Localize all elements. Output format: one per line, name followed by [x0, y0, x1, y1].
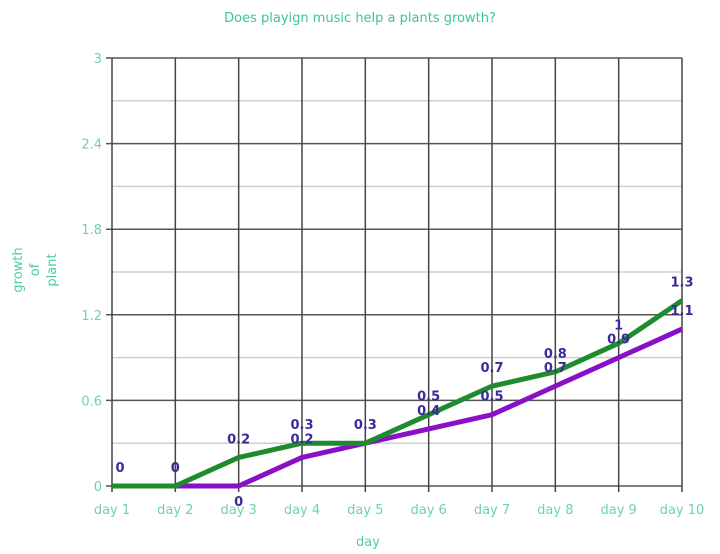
x-tick-label: day 1	[94, 503, 130, 518]
y-label-word: plant	[45, 253, 60, 286]
y-tick-label: 0.6	[81, 394, 102, 409]
x-tick-label: day 7	[474, 503, 510, 518]
y-tick-label: 1.2	[81, 309, 102, 324]
green-data-label: 0.2	[227, 432, 250, 447]
y-label-word: of	[28, 263, 43, 276]
grid	[106, 57, 683, 492]
chart-title: Does playign music help a plants growth?	[224, 11, 496, 26]
green-data-label: 1	[614, 318, 623, 333]
green-data-label: 0.3	[290, 418, 313, 433]
purple-data-label: 0.7	[544, 361, 567, 376]
green-data-label: 0.8	[544, 347, 567, 362]
x-tick-label: day 6	[411, 503, 447, 518]
x-axis-label: day	[356, 535, 380, 550]
x-axis-ticks: day 1 day 2 day 3 day 4 day 5 day 6 day 7 day 8…	[94, 503, 704, 518]
series-purple-line	[112, 326, 684, 489]
purple-data-label: 0.4	[417, 404, 440, 419]
y-tick-label: 0	[94, 480, 102, 495]
y-axis-label: growth of plant	[11, 247, 60, 292]
y-tick-label: 1.8	[81, 223, 102, 238]
series-green-line	[112, 298, 684, 489]
x-tick-label: day 2	[157, 503, 193, 518]
y-axis-ticks: 0 0.6 1.2 1.8 2.4 3	[81, 52, 102, 495]
x-tick-label: day 9	[601, 503, 637, 518]
purple-data-label: 1.1	[670, 304, 693, 319]
x-tick-label: day 5	[347, 503, 383, 518]
x-tick-label: day 4	[284, 503, 320, 518]
y-label-word: growth	[11, 247, 26, 292]
x-tick-label: day 10	[660, 503, 705, 518]
x-tick-label: day 8	[537, 503, 573, 518]
purple-data-label: 0	[234, 495, 243, 510]
purple-data-label: 0.5	[480, 390, 503, 405]
data-lines	[112, 298, 684, 489]
green-data-label: 0.3	[354, 418, 377, 433]
green-data-label: 0	[171, 461, 180, 476]
y-tick-label: 3	[94, 52, 102, 67]
green-data-label: 0.5	[417, 390, 440, 405]
green-data-label: 0.7	[480, 361, 503, 376]
purple-data-label: 0.9	[607, 333, 630, 348]
purple-data-label: 0.2	[290, 432, 313, 447]
data-labels: 0 00.20.3 0.30.50.70.811.300.20.40.50.70.9…	[115, 276, 693, 510]
green-data-label: 0	[115, 461, 124, 476]
x-tick-label: day 3	[221, 503, 257, 518]
green-data-label: 1.3	[670, 276, 693, 291]
y-tick-label: 2.4	[81, 138, 102, 153]
